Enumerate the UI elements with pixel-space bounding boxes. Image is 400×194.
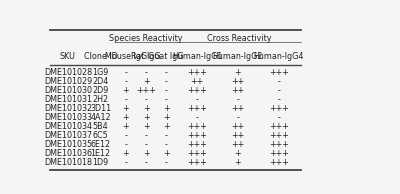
Text: -: - [145, 140, 148, 149]
Text: DME101034: DME101034 [44, 122, 92, 131]
Text: 6C5: 6C5 [93, 131, 108, 140]
Text: Mouse IgG: Mouse IgG [104, 52, 147, 61]
Text: SKU: SKU [60, 52, 76, 61]
Text: -: - [145, 158, 148, 167]
Text: -: - [165, 140, 168, 149]
Text: 6E12: 6E12 [90, 140, 110, 149]
Text: +++: +++ [269, 140, 289, 149]
Text: DME101036: DME101036 [44, 149, 92, 158]
Text: +++: +++ [269, 158, 289, 167]
Text: ++: ++ [190, 77, 204, 86]
Text: DME101033: DME101033 [44, 113, 92, 122]
Text: +++: +++ [187, 140, 207, 149]
Text: Human-IgG4: Human-IgG4 [254, 52, 304, 61]
Text: +: + [163, 104, 170, 113]
Text: -: - [124, 158, 127, 167]
Text: DME101037: DME101037 [44, 131, 92, 140]
Text: ++: ++ [231, 77, 244, 86]
Text: -: - [165, 158, 168, 167]
Text: ++: ++ [231, 140, 244, 149]
Text: +: + [234, 149, 241, 158]
Text: +: + [234, 68, 241, 77]
Text: DME101029: DME101029 [44, 77, 92, 86]
Text: +++: +++ [187, 158, 207, 167]
Text: -: - [124, 95, 127, 104]
Text: +: + [122, 149, 129, 158]
Text: +++: +++ [187, 149, 207, 158]
Text: +++: +++ [269, 68, 289, 77]
Text: -: - [124, 68, 127, 77]
Text: Human-IgG1: Human-IgG1 [172, 52, 222, 61]
Text: +: + [143, 104, 150, 113]
Text: -: - [165, 77, 168, 86]
Text: -: - [165, 95, 168, 104]
Text: 5B4: 5B4 [93, 122, 108, 131]
Text: +++: +++ [187, 122, 207, 131]
Text: Clone ID: Clone ID [84, 52, 118, 61]
Text: 3D11: 3D11 [90, 104, 111, 113]
Text: +++: +++ [269, 122, 289, 131]
Text: 2D9: 2D9 [92, 86, 109, 95]
Text: -: - [277, 95, 280, 104]
Text: 1G9: 1G9 [92, 68, 109, 77]
Text: -: - [124, 77, 127, 86]
Text: -: - [145, 95, 148, 104]
Text: +: + [163, 149, 170, 158]
Text: +: + [122, 104, 129, 113]
Text: -: - [124, 131, 127, 140]
Text: 2H2: 2H2 [92, 95, 108, 104]
Text: -: - [277, 77, 280, 86]
Text: -: - [236, 113, 239, 122]
Text: +++: +++ [187, 86, 207, 95]
Text: DME101030: DME101030 [44, 86, 92, 95]
Text: -: - [165, 68, 168, 77]
Text: -: - [145, 131, 148, 140]
Text: +: + [122, 113, 129, 122]
Text: Rat IgG: Rat IgG [131, 52, 161, 61]
Text: ++: ++ [231, 122, 244, 131]
Text: +++: +++ [136, 86, 156, 95]
Text: ++: ++ [231, 86, 244, 95]
Text: -: - [236, 95, 239, 104]
Text: -: - [165, 131, 168, 140]
Text: +: + [143, 77, 150, 86]
Text: Goat IgG: Goat IgG [148, 52, 184, 61]
Text: Species Reactivity: Species Reactivity [109, 34, 182, 43]
Text: +++: +++ [269, 104, 289, 113]
Text: +: + [122, 86, 129, 95]
Text: ++: ++ [231, 131, 244, 140]
Text: +: + [143, 122, 150, 131]
Text: 2D4: 2D4 [92, 77, 109, 86]
Text: +++: +++ [187, 131, 207, 140]
Text: -: - [165, 86, 168, 95]
Text: +: + [163, 122, 170, 131]
Text: +: + [163, 113, 170, 122]
Text: 1E12: 1E12 [90, 149, 110, 158]
Text: -: - [124, 140, 127, 149]
Text: -: - [196, 95, 198, 104]
Text: 1D9: 1D9 [92, 158, 109, 167]
Text: +++: +++ [269, 131, 289, 140]
Text: +: + [143, 113, 150, 122]
Text: DME101031: DME101031 [44, 95, 92, 104]
Text: DME101028: DME101028 [44, 68, 92, 77]
Text: +: + [143, 149, 150, 158]
Text: +++: +++ [269, 149, 289, 158]
Text: DME101035: DME101035 [44, 140, 92, 149]
Text: +++: +++ [187, 104, 207, 113]
Text: Human-IgG2: Human-IgG2 [213, 52, 263, 61]
Text: -: - [277, 86, 280, 95]
Text: +++: +++ [187, 68, 207, 77]
Text: ++: ++ [231, 104, 244, 113]
Text: -: - [145, 68, 148, 77]
Text: +: + [122, 122, 129, 131]
Text: 4A12: 4A12 [90, 113, 111, 122]
Text: Cross Reactivity: Cross Reactivity [206, 34, 271, 43]
Text: DME101032: DME101032 [44, 104, 92, 113]
Text: -: - [277, 113, 280, 122]
Text: -: - [196, 113, 198, 122]
Text: +: + [234, 158, 241, 167]
Text: DME101018: DME101018 [44, 158, 92, 167]
